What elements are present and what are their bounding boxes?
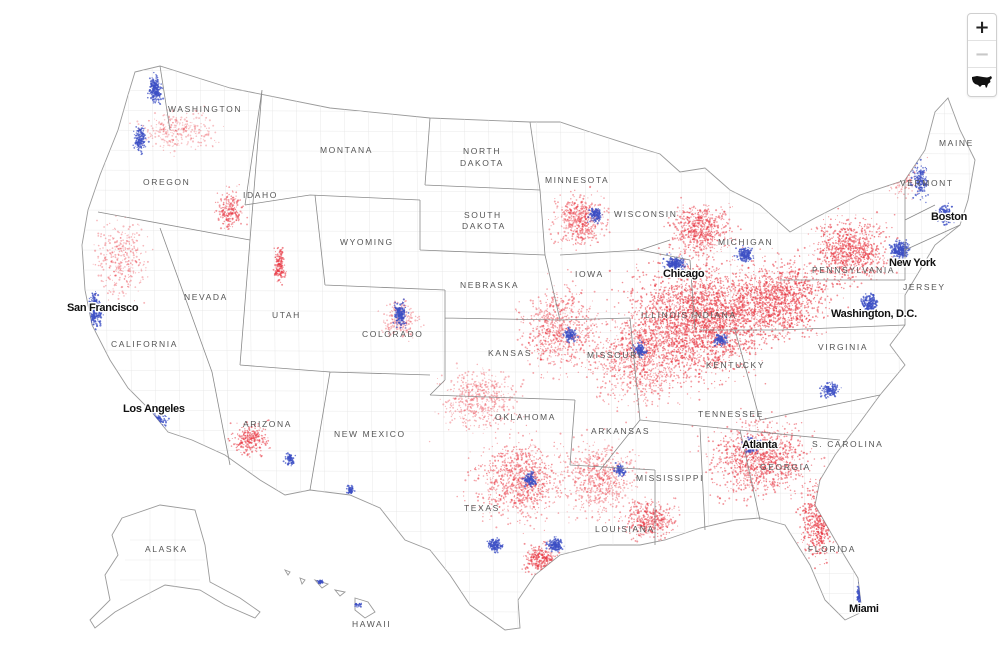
state-label-missouri: MISSOURI — [587, 350, 642, 360]
state-label-pennsylvania: PENNSYLVANIA — [812, 265, 895, 275]
state-label-hawaii: HAWAII — [352, 619, 391, 629]
state-label-south-carolina: S. CAROLINA — [812, 439, 883, 449]
state-label-maine: MAINE — [939, 138, 974, 148]
state-label-wisconsin: WISCONSIN — [614, 209, 678, 219]
state-borders — [97, 65, 961, 545]
state-label-illinois: ILLINOIS — [641, 310, 689, 320]
state-label-kentucky: KENTUCKY — [706, 360, 765, 370]
state-label-louisiana: LOUISIANA — [595, 524, 655, 534]
state-label-arkansas: ARKANSAS — [591, 426, 650, 436]
state-labels: WASHINGTON OREGON IDAHO MONTANA NORTH DA… — [111, 104, 974, 629]
state-label-tennessee: TENNESSEE — [698, 409, 764, 419]
state-label-idaho: IDAHO — [243, 190, 278, 200]
city-label-atlanta: Atlanta — [742, 439, 778, 451]
state-label-minnesota: MINNESOTA — [545, 175, 609, 185]
city-label-new-york: New York — [889, 257, 937, 269]
us-map-icon — [972, 76, 992, 88]
zoom-out-button[interactable]: − — [968, 41, 996, 68]
hawaii-inset — [283, 569, 376, 619]
city-label-boston: Boston — [931, 211, 968, 223]
state-label-montana: MONTANA — [320, 145, 373, 155]
state-label-oklahoma: OKLAHOMA — [495, 412, 556, 422]
zoom-controls: + − — [967, 13, 997, 97]
state-label-north-dakota: NORTH — [463, 146, 501, 156]
state-label-iowa: IOWA — [575, 269, 604, 279]
state-label-texas: TEXAS — [464, 503, 500, 513]
state-label-new-jersey: JERSEY — [903, 282, 946, 292]
reset-view-button[interactable] — [968, 68, 996, 96]
state-label-utah: UTAH — [272, 310, 301, 320]
state-label-south-dakota: SOUTH — [464, 210, 502, 220]
city-label-chicago: Chicago — [663, 268, 705, 280]
state-label-wyoming: WYOMING — [340, 237, 394, 247]
alaska-inset — [89, 504, 261, 629]
city-label-washington-dc: Washington, D.C. — [831, 308, 917, 320]
city-labels: San Francisco Los Angeles Chicago New Yo… — [66, 210, 970, 617]
hawaii-dots — [316, 579, 363, 608]
state-label-mississippi: MISSISSIPPI — [636, 473, 704, 483]
state-label-kansas: KANSAS — [488, 348, 532, 358]
state-label-new-mexico: NEW MEXICO — [334, 429, 406, 439]
state-label-indiana: INDIANA — [691, 310, 737, 320]
state-label-alaska: ALASKA — [145, 544, 188, 554]
dots-red-layer — [92, 105, 929, 576]
state-label-oregon: OREGON — [143, 177, 190, 187]
state-label-south-dakota-2: DAKOTA — [462, 221, 506, 231]
city-label-miami: Miami — [849, 603, 879, 615]
city-label-san-francisco: San Francisco — [67, 302, 139, 314]
state-label-georgia: GEORGIA — [760, 462, 811, 472]
state-label-virginia: VIRGINIA — [818, 342, 868, 352]
state-label-arizona: ARIZONA — [243, 419, 292, 429]
state-label-north-dakota-2: DAKOTA — [460, 158, 504, 168]
state-label-florida: FLORIDA — [808, 544, 856, 554]
state-label-california: CALIFORNIA — [111, 339, 178, 349]
state-label-colorado: COLORADO — [362, 329, 423, 339]
dots-blue-layer — [85, 71, 955, 609]
state-label-nevada: NEVADA — [184, 292, 228, 302]
state-label-vermont: VERMONT — [900, 178, 954, 188]
zoom-in-button[interactable]: + — [968, 14, 996, 41]
state-label-michigan: MICHIGAN — [718, 237, 773, 247]
state-label-nebraska: NEBRASKA — [460, 280, 519, 290]
state-label-washington: WASHINGTON — [168, 104, 242, 114]
city-label-los-angeles: Los Angeles — [123, 403, 185, 415]
